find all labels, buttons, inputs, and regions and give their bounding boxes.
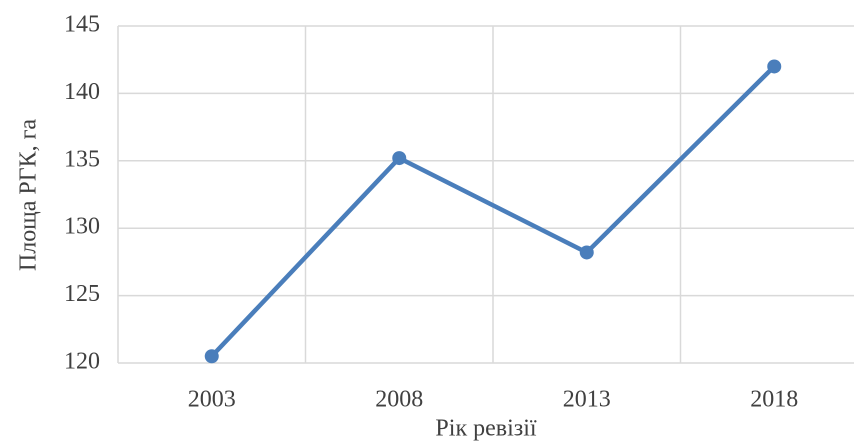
data-point [392,151,407,166]
x-tick-label: 2018 [750,387,798,413]
x-tick-label: 2008 [375,387,423,413]
data-point [204,349,219,364]
y-tick-label: 145 [64,12,100,38]
data-point [767,59,782,74]
y-tick-label: 125 [64,281,100,307]
y-tick-label: 135 [64,146,100,172]
y-tick-label: 120 [64,349,100,375]
x-tick-label: 2003 [188,387,236,413]
y-axis-label: Площа РГК, га [16,119,42,272]
x-axis-label: Рік ревізії [435,416,536,442]
y-tick-label: 130 [64,214,100,240]
data-point [579,245,594,260]
data-line [210,64,776,358]
x-tick-label: 2013 [563,387,611,413]
y-tick-label: 140 [64,79,100,105]
